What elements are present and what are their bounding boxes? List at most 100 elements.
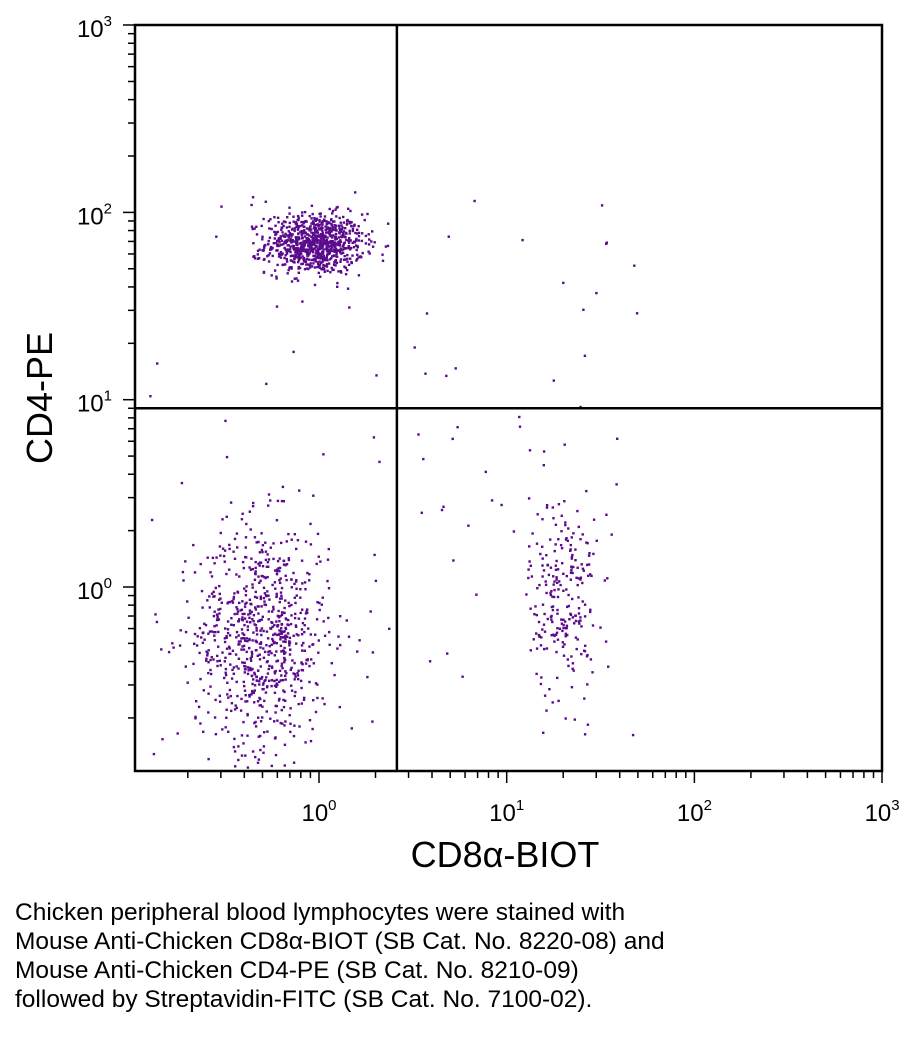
data-point-pop3 <box>530 575 534 578</box>
data-point-sparse <box>224 419 227 423</box>
data-point-pop2 <box>207 692 210 695</box>
data-point-pop1 <box>319 232 323 236</box>
data-point-pop2 <box>272 633 275 637</box>
data-point-pop2 <box>263 592 267 595</box>
data-point-pop2 <box>264 691 268 694</box>
data-point-pop1 <box>340 227 344 231</box>
data-point-pop2 <box>207 757 210 761</box>
data-point-pop2 <box>195 644 199 647</box>
data-point-pop2 <box>267 618 270 621</box>
data-point-pop1 <box>296 236 299 239</box>
data-point-pop2 <box>295 547 298 551</box>
data-point-pop2 <box>284 638 287 641</box>
data-point-pop3 <box>575 647 578 651</box>
data-point-sparse <box>276 499 280 503</box>
data-point-pop1 <box>297 258 301 262</box>
y-tick-label: 103 <box>77 13 112 43</box>
data-point-pop3 <box>580 652 583 656</box>
data-point-pop2 <box>225 708 228 711</box>
data-point-pop1 <box>347 207 350 210</box>
data-point-pop1 <box>293 277 296 280</box>
data-point-pop1 <box>317 239 320 242</box>
data-point-pop2 <box>307 627 310 630</box>
data-point-pop2 <box>256 761 260 764</box>
data-point-pop3 <box>574 619 578 623</box>
data-point-pop2 <box>315 562 318 566</box>
data-point-pop3 <box>553 588 556 592</box>
data-point-pop2 <box>243 587 246 590</box>
data-point-pop2 <box>280 650 283 653</box>
data-point-pop2 <box>266 575 269 579</box>
data-point-pop1 <box>293 247 296 250</box>
data-point-pop1 <box>322 236 325 239</box>
data-point-sparse <box>605 241 608 244</box>
data-point-pop2 <box>280 708 283 712</box>
data-point-pop2 <box>250 653 254 656</box>
data-point-pop1 <box>261 235 264 238</box>
data-point-pop1 <box>330 266 333 270</box>
data-point-pop2 <box>246 625 250 628</box>
data-point-pop2 <box>235 680 238 684</box>
data-point-pop1 <box>293 261 296 264</box>
data-point-pop1 <box>268 252 272 255</box>
data-point-pop2 <box>309 739 313 743</box>
data-point-pop2 <box>303 624 306 627</box>
data-point-pop1 <box>284 239 287 242</box>
data-point-pop3 <box>574 548 577 551</box>
data-point-pop1 <box>366 212 369 216</box>
data-point-pop2 <box>290 689 294 692</box>
data-point-pop2 <box>257 605 260 608</box>
data-point-pop1 <box>331 236 334 239</box>
data-point-pop2 <box>186 600 189 603</box>
data-point-pop1 <box>344 273 348 276</box>
data-point-pop1 <box>281 231 284 234</box>
data-point-pop1 <box>276 244 279 248</box>
data-point-sparse <box>512 530 516 533</box>
data-point-pop3 <box>579 616 582 619</box>
data-point-pop3 <box>556 568 560 571</box>
data-point-pop1 <box>279 237 282 241</box>
data-point-pop2 <box>248 637 251 641</box>
data-point-sparse <box>595 291 598 295</box>
data-point-pop1 <box>335 237 338 240</box>
data-point-pop1 <box>312 254 315 257</box>
data-point-pop1 <box>273 269 277 272</box>
data-point-pop2 <box>210 655 213 659</box>
data-point-pop2 <box>192 543 195 547</box>
data-point-pop2 <box>309 522 312 526</box>
data-point-pop3 <box>606 577 609 580</box>
data-point-pop1 <box>321 229 324 233</box>
data-point-pop2 <box>223 640 227 644</box>
data-point-pop1 <box>371 230 374 233</box>
data-point-pop2 <box>253 536 257 539</box>
data-point-pop1 <box>283 256 286 260</box>
data-point-pop1 <box>289 245 292 248</box>
data-point-pop1 <box>268 236 272 239</box>
data-point-pop1 <box>262 217 265 221</box>
data-point-pop1 <box>339 239 342 242</box>
data-point-pop2 <box>250 610 253 614</box>
data-point-pop2 <box>308 664 311 668</box>
data-point-pop2 <box>237 745 240 748</box>
y-tick-label: 100 <box>77 575 112 605</box>
data-point-pop2 <box>224 673 228 677</box>
data-point-pop2 <box>246 628 249 632</box>
data-point-pop3 <box>557 588 560 591</box>
data-point-pop2 <box>262 596 265 600</box>
data-point-pop2 <box>182 579 185 582</box>
data-point-pop1 <box>321 219 324 223</box>
data-point-pop3 <box>541 603 545 606</box>
data-point-pop2 <box>260 627 264 630</box>
data-point-pop1 <box>273 230 276 234</box>
data-point-pop2 <box>237 758 240 762</box>
data-point-sparse <box>176 732 179 735</box>
data-point-pop1 <box>341 244 345 248</box>
data-point-pop1 <box>324 264 327 267</box>
data-point-pop2 <box>225 635 228 638</box>
data-point-pop2 <box>278 680 281 684</box>
data-point-pop2 <box>284 699 287 702</box>
data-point-pop2 <box>310 658 313 661</box>
data-point-pop2 <box>321 697 324 700</box>
data-point-pop2 <box>235 636 238 639</box>
data-point-pop2 <box>250 603 253 606</box>
